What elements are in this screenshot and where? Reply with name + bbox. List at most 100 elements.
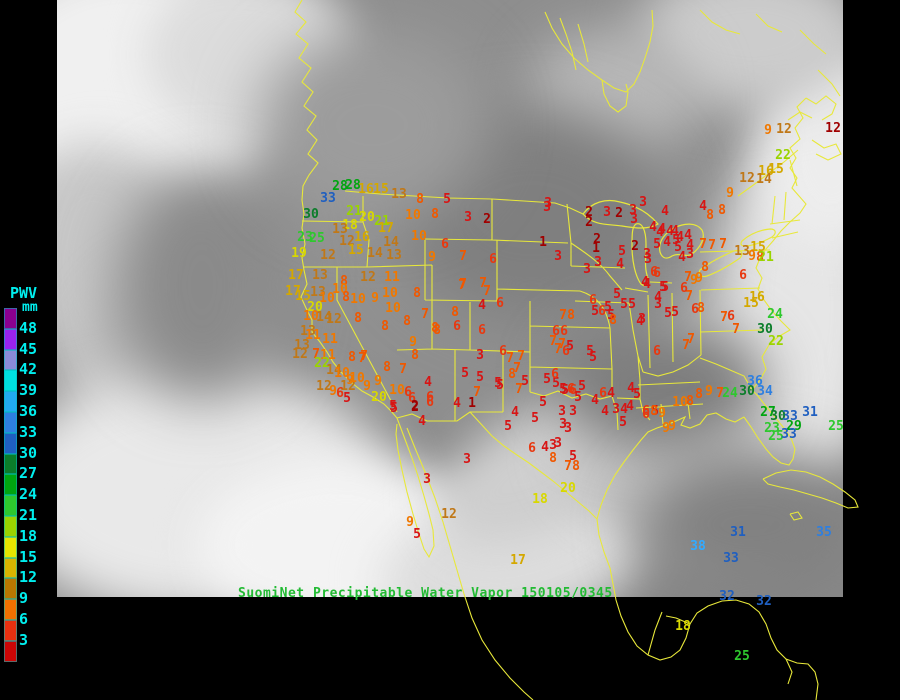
station-pwv-value: 22 <box>775 147 791 163</box>
station-pwv-value: 9 <box>690 272 698 288</box>
station-pwv-value: 7 <box>483 283 491 299</box>
station-pwv-value: 9 <box>363 378 371 394</box>
station-pwv-value: 38 <box>690 538 706 554</box>
station-pwv-value: 9 <box>705 383 713 399</box>
station-pwv-value: 20 <box>359 209 375 225</box>
station-pwv-value: 10 <box>350 291 366 307</box>
station-pwv-value: 8 <box>354 310 362 326</box>
station-pwv-value: 15 <box>768 161 784 177</box>
canada-lakes <box>559 17 589 71</box>
station-pwv-value: 14 <box>326 362 342 378</box>
station-pwv-value: 10 <box>672 394 688 410</box>
station-pwv-value: 3 <box>630 211 638 227</box>
lake-michigan <box>631 223 650 287</box>
station-pwv-value: 16 <box>749 289 765 305</box>
station-pwv-value: 5 <box>561 382 569 398</box>
station-pwv-value: 7 <box>360 348 368 364</box>
station-pwv-value: 12 <box>739 170 755 186</box>
station-pwv-value: 5 <box>543 371 551 387</box>
station-pwv-value: 5 <box>476 369 484 385</box>
station-pwv-value: 7 <box>682 337 690 353</box>
station-pwv-value: 5 <box>389 398 397 414</box>
station-pwv-value: 30 <box>739 383 755 399</box>
station-pwv-value: 8 <box>416 191 424 207</box>
station-pwv-value: 2 <box>631 238 639 254</box>
cloud-dark-patch <box>117 170 287 400</box>
station-pwv-value: 8 <box>348 349 356 365</box>
legend-tick-label: 6 <box>19 610 29 628</box>
station-pwv-value: 19 <box>291 245 307 261</box>
station-pwv-value: 5 <box>653 236 661 252</box>
station-pwv-value: 4 <box>478 297 486 313</box>
station-pwv-value: 3 <box>564 420 572 436</box>
station-pwv-value: 5 <box>633 386 641 402</box>
station-pwv-value: 7 <box>699 236 707 252</box>
station-pwv-value: 6 <box>739 267 747 283</box>
station-pwv-value: 5 <box>521 373 529 389</box>
station-pwv-value: 3 <box>583 261 591 277</box>
station-pwv-value: 13 <box>300 323 316 339</box>
station-pwv-value: 33 <box>781 426 797 442</box>
station-pwv-value: 5 <box>589 349 597 365</box>
station-pwv-value: 8 <box>695 386 703 402</box>
station-pwv-value: 36 <box>747 373 763 389</box>
station-pwv-value: 5 <box>586 343 594 359</box>
lake-superior <box>582 199 659 229</box>
station-pwv-value: 31 <box>730 524 746 540</box>
station-pwv-value: 5 <box>671 304 679 320</box>
station-pwv-value: 3 <box>643 246 651 262</box>
station-pwv-value: 14 <box>383 234 399 250</box>
station-pwv-value: 6 <box>478 322 486 338</box>
station-pwv-value: 4 <box>671 223 679 239</box>
station-pwv-value: 5 <box>620 296 628 312</box>
us-mexico-border <box>396 411 598 520</box>
station-pwv-value: 2 <box>585 214 593 230</box>
station-pwv-value: 8 <box>701 259 709 275</box>
station-pwv-value: 9 <box>346 372 354 388</box>
station-pwv-value: 7 <box>513 360 521 376</box>
station-pwv-value: 7 <box>708 237 716 253</box>
station-pwv-value: 10 <box>319 290 335 306</box>
station-pwv-value: 4 <box>424 374 432 390</box>
station-pwv-value: 6 <box>680 280 688 296</box>
station-pwv-value: 8 <box>650 403 658 419</box>
station-pwv-value: 25 <box>828 418 844 434</box>
station-pwv-value: 4 <box>641 274 649 290</box>
station-pwv-value: 9 <box>695 270 703 286</box>
station-pwv-value: 7 <box>558 336 566 352</box>
station-pwv-value: 5 <box>443 191 451 207</box>
mexico-east-coast <box>596 518 819 700</box>
station-pwv-value: 7 <box>459 276 467 292</box>
station-pwv-value: 13 <box>312 267 328 283</box>
station-pwv-value: 3 <box>558 403 566 419</box>
station-pwv-value: 4 <box>656 224 664 240</box>
station-pwv-value: 33 <box>782 408 798 424</box>
legend-color-cell <box>4 432 17 454</box>
station-pwv-value: 8 <box>549 450 557 466</box>
station-pwv-value: 8 <box>609 312 617 328</box>
station-pwv-value: 3 <box>544 195 552 211</box>
station-pwv-value: 4 <box>453 395 461 411</box>
station-pwv-value: 7 <box>459 248 467 264</box>
station-pwv-value: 5 <box>607 307 615 323</box>
station-pwv-value: 6 <box>642 406 650 422</box>
station-pwv-value: 28 <box>332 178 348 194</box>
station-pwv-value: 9 <box>764 122 772 138</box>
station-pwv-value: 7 <box>685 288 693 304</box>
station-pwv-value: 5 <box>539 394 547 410</box>
station-pwv-value: 3 <box>463 451 471 467</box>
station-pwv-value: 30 <box>757 321 773 337</box>
station-pwv-value: 11 <box>320 347 336 363</box>
station-pwv-value: 12 <box>441 506 457 522</box>
station-pwv-value: 13 <box>332 221 348 237</box>
station-pwv-value: 8 <box>433 322 441 338</box>
station-pwv-value: 22 <box>314 355 330 371</box>
station-pwv-value: 12 <box>316 378 332 394</box>
legend-color-cell <box>4 453 17 475</box>
station-pwv-value: 8 <box>718 202 726 218</box>
station-pwv-value: 15 <box>373 181 389 197</box>
station-pwv-value: 12 <box>339 233 355 249</box>
station-pwv-value: 30 <box>770 408 786 424</box>
legend-color-cell <box>4 411 17 433</box>
station-pwv-value: 30 <box>303 206 319 222</box>
